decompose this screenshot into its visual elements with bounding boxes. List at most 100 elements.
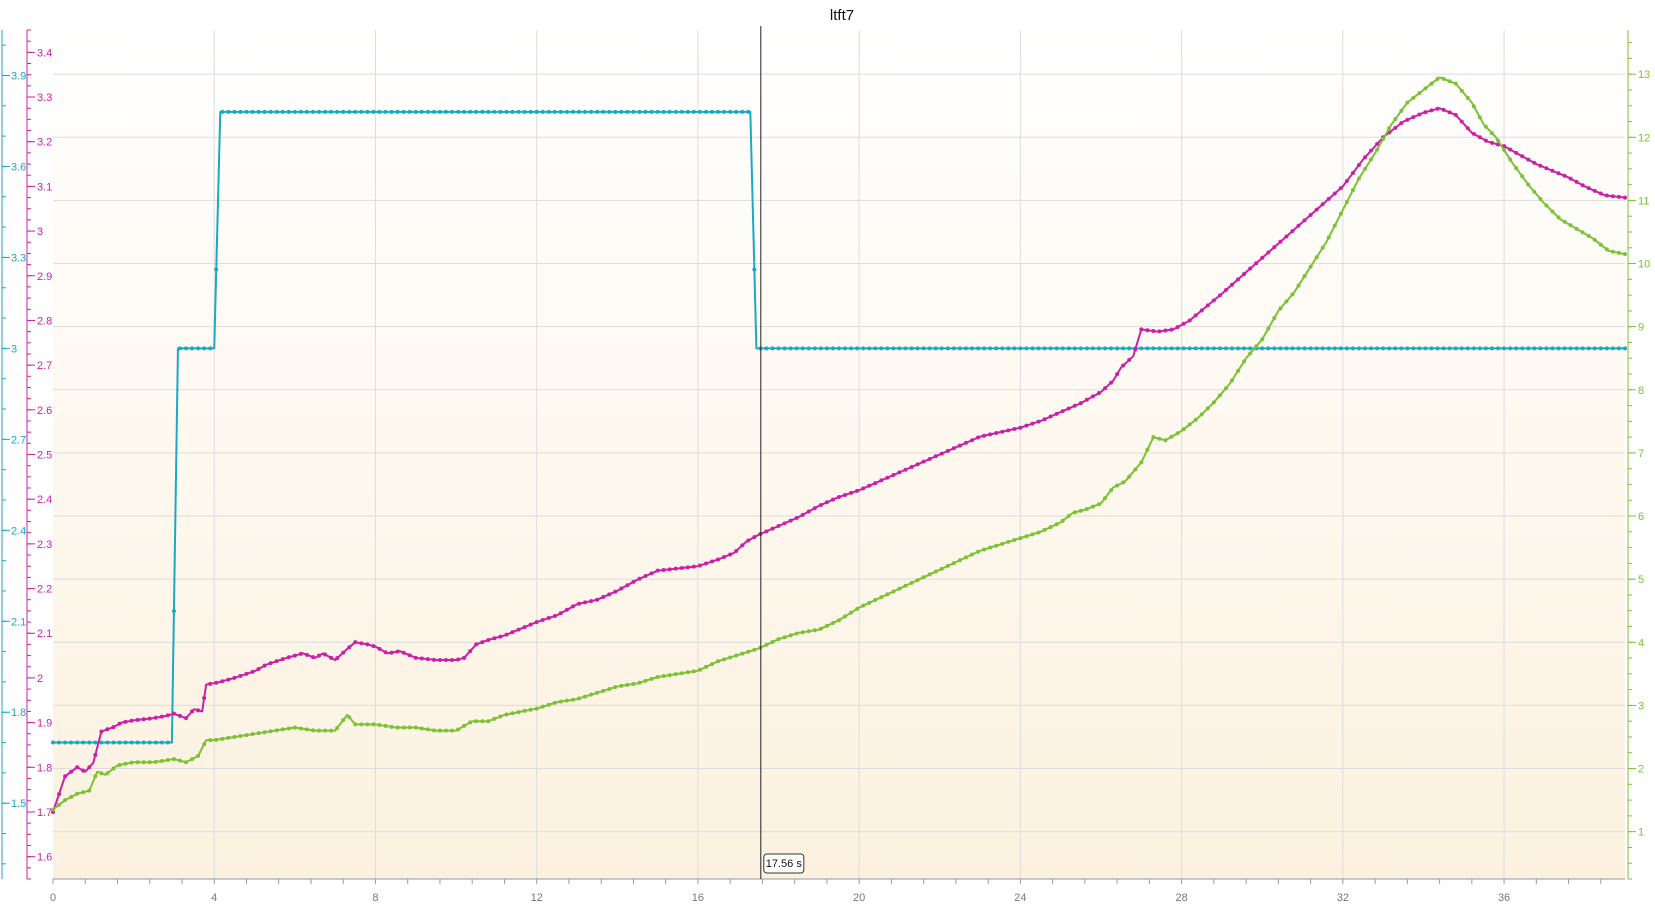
data-point: [165, 713, 170, 718]
data-point: [1127, 357, 1132, 362]
data-point: [1471, 346, 1476, 351]
data-point: [849, 610, 854, 615]
data-point: [437, 109, 442, 114]
data-point: [395, 725, 400, 730]
data-point: [256, 109, 261, 114]
data-point: [1375, 147, 1380, 152]
data-point: [794, 631, 799, 636]
data-point: [1429, 346, 1434, 351]
data-point: [734, 109, 739, 114]
data-point: [703, 664, 708, 669]
y-tick-label: 3: [11, 343, 17, 355]
data-point: [335, 656, 340, 661]
data-point: [1084, 506, 1089, 511]
data-point: [317, 653, 322, 658]
data-point: [1012, 427, 1017, 432]
data-point: [915, 462, 920, 467]
data-point: [202, 696, 207, 701]
data-point: [1598, 346, 1603, 351]
data-point: [1109, 380, 1114, 385]
data-point: [1332, 346, 1337, 351]
data-point: [274, 659, 279, 664]
data-point: [153, 740, 158, 745]
data-point: [353, 640, 358, 645]
data-point: [202, 346, 207, 351]
data-point: [1090, 394, 1095, 399]
data-point: [1187, 346, 1192, 351]
data-point: [1604, 247, 1609, 252]
data-point: [498, 634, 503, 639]
data-point: [1054, 522, 1059, 527]
data-point: [1610, 249, 1615, 254]
data-point: [970, 438, 975, 443]
data-point: [516, 627, 521, 632]
data-point: [444, 109, 448, 114]
data-point: [1157, 329, 1162, 334]
data-point: [171, 757, 176, 762]
data-point: [1556, 346, 1561, 351]
data-point: [1604, 346, 1609, 351]
data-point: [957, 558, 962, 563]
data-point: [347, 715, 352, 720]
data-point: [1121, 346, 1126, 351]
data-point: [1248, 346, 1253, 351]
data-point: [558, 109, 563, 114]
data-point: [105, 740, 110, 745]
data-point: [310, 109, 315, 114]
data-point: [1127, 474, 1132, 479]
data-point: [256, 731, 261, 736]
data-point: [486, 637, 491, 642]
data-point: [722, 554, 727, 559]
data-point: [419, 109, 424, 114]
data-point: [1018, 425, 1023, 430]
data-point: [873, 346, 878, 351]
data-point: [371, 722, 376, 727]
data-point: [1272, 245, 1277, 250]
data-point: [177, 758, 182, 763]
data-point: [383, 109, 388, 114]
data-point: [1459, 119, 1464, 124]
data-point: [474, 109, 479, 114]
data-point: [190, 346, 195, 351]
y-tick-label: 3.1: [37, 181, 52, 193]
data-point: [655, 568, 660, 573]
data-point: [1109, 346, 1114, 351]
data-point: [510, 711, 515, 716]
cursor[interactable]: 17.56 s: [760, 26, 805, 879]
data-point: [1115, 483, 1120, 488]
data-point: [1066, 514, 1071, 519]
data-point: [673, 109, 678, 114]
data-point: [1363, 346, 1368, 351]
data-point: [1266, 250, 1271, 255]
data-point: [1036, 530, 1041, 535]
data-point: [220, 109, 225, 114]
data-point: [1048, 346, 1053, 351]
data-point: [1489, 131, 1494, 136]
data-point: [1242, 271, 1247, 276]
data-point: [504, 712, 509, 717]
y-tick-label: 2: [37, 673, 43, 685]
data-point: [1592, 346, 1597, 351]
data-point: [1133, 467, 1138, 472]
data-point: [93, 753, 98, 758]
data-point: [516, 710, 521, 715]
data-point: [1405, 100, 1410, 105]
data-point: [1103, 386, 1108, 391]
data-point: [389, 724, 394, 729]
data-point: [607, 687, 612, 692]
data-point: [1483, 138, 1488, 143]
data-point: [1459, 346, 1464, 351]
data-point: [413, 725, 418, 730]
data-point: [353, 722, 358, 727]
data-point: [534, 706, 539, 711]
data-point: [1157, 346, 1162, 351]
data-point: [1393, 125, 1398, 130]
data-point: [1477, 346, 1482, 351]
plot-background: [53, 30, 1625, 879]
data-point: [788, 633, 793, 638]
data-point: [534, 109, 539, 114]
data-point: [703, 109, 708, 114]
data-point: [649, 109, 654, 114]
data-point: [552, 109, 557, 114]
